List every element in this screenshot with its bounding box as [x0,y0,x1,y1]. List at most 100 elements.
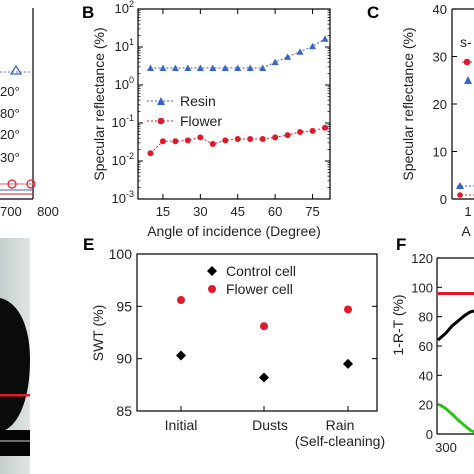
data-point-resin [234,64,242,72]
triangle-marker [464,76,472,84]
flower-cell-legend-marker [208,285,216,293]
data-point-flower [259,135,266,142]
y-tick-label: 120 [411,251,433,266]
circle-marker [26,179,36,189]
legend-flower: Flower [180,113,222,129]
x-tick-label: 45 [231,204,245,219]
legend-fragment: 20° [0,84,20,99]
data-point-flower [184,137,191,144]
data-point-resin [196,64,204,72]
red-curve [438,292,474,295]
data-point-resin [259,64,267,72]
x-tick-label: 75 [305,204,319,219]
substrate [0,430,30,456]
resin-legend-marker [157,97,165,105]
y-tick-label: 100 [109,246,133,262]
data-point-resin [271,58,279,66]
panel-label-b: B [82,3,94,22]
x-axis-label-fragment: A [461,223,471,239]
legend-flower-cell: Flower cell [226,281,293,297]
y-tick-label: 101 [115,37,134,54]
data-point-resin [284,53,292,60]
series-line-flower [150,127,326,154]
data-point-control-cell [259,372,269,383]
legend-fragment: 30° [0,150,20,165]
droplet-silhouette [0,298,30,432]
y-tick-label: 20 [433,97,447,112]
x-tick-label: 30 [193,204,207,219]
triangle-marker [456,182,464,189]
y-axis-label: SWT (%) [90,305,106,362]
data-point-resin [184,64,192,72]
data-point-resin [159,64,167,72]
y-tick-label: 10 [433,145,447,160]
panel-b: B 10-3 10-2 10-1 100 101 102 15 30 45 60 75 Specu… [82,0,331,239]
data-point-resin [309,42,317,50]
data-point-flower [284,132,291,139]
data-point-resin [221,64,229,72]
panel-label-e: E [83,235,94,254]
control-legend-marker [207,266,217,276]
x-category-sublabel: (Self-cleaning) [295,433,385,449]
panel-e: E 85 90 95 100 SWT (%) Initial Dusts Rain (… [83,235,385,449]
data-point-resin [146,64,154,72]
legend-fragment: 80° [0,106,20,121]
green-curve [437,402,474,434]
data-point-flower [247,135,254,142]
plot-frame [137,8,331,200]
y-tick-label: 40 [433,2,447,17]
x-axis-label: Angle of incidence (Degree) [147,223,321,239]
x-tick-label: 15 [156,204,170,219]
x-tick-fragment: 1 [464,204,471,219]
y-tick-label: 10-1 [112,113,134,130]
y-tick-label: 85 [116,403,132,419]
triangle-marker [9,64,23,75]
flower-legend-marker [157,117,165,125]
y-tick-label: 102 [115,0,134,16]
data-point-flower-cell [344,305,352,314]
y-tick-label: 100 [115,75,134,92]
y-tick-label: 40 [419,368,433,383]
data-point-flower-cell [177,296,185,305]
x-tick-label: 800 [37,204,59,219]
y-tick-label: 10-2 [112,151,134,168]
data-point-flower [159,138,166,145]
legend-resin: Resin [180,93,216,109]
y-tick-label: 0 [426,427,433,442]
y-tick-label: 100 [411,280,433,295]
panel-f-partial: F 1-R-T (%) 0 20 40 60 80 100 120 300 [390,235,474,455]
left-partial-panel: 20° 80° 20° 30° 700 800 [0,8,59,219]
y-tick-label: 80 [419,310,433,325]
y-tick-label: 90 [116,351,132,367]
data-point-flower [272,134,279,141]
y-tick-label: 95 [116,298,132,314]
legend-control-cell: Control cell [226,263,296,279]
panel-label-f: F [396,235,406,254]
data-point-flower [297,128,304,135]
circle-marker [457,192,463,198]
legend: Resin Flower [147,93,222,129]
y-tick-label: 20 [419,398,433,413]
data-point-resin [171,64,179,72]
circle-marker [463,58,471,66]
data-point-flower [147,150,154,157]
data-point-resin [296,48,304,55]
data-point-flower [322,124,329,131]
x-tick-label: 60 [268,204,282,219]
data-point-flower [309,127,316,134]
data-point-flower [209,141,216,148]
data-point-resin [321,35,329,42]
legend-fragment: 20° [0,127,20,142]
y-tick-label: 10-3 [112,189,134,206]
y-tick-label: 0 [440,192,447,207]
data-point-resin [209,64,217,72]
series-line-resin [150,38,326,69]
x-tick-label: 700 [0,204,22,219]
data-point-control-cell [176,350,186,361]
legend: Control cell Flower cell [207,263,296,297]
y-axis-label: 1-R-T (%) [390,294,406,355]
x-category-label: Dusts [252,417,288,433]
droplet-image-panel [0,238,30,474]
panel-label-c: C [367,3,379,22]
